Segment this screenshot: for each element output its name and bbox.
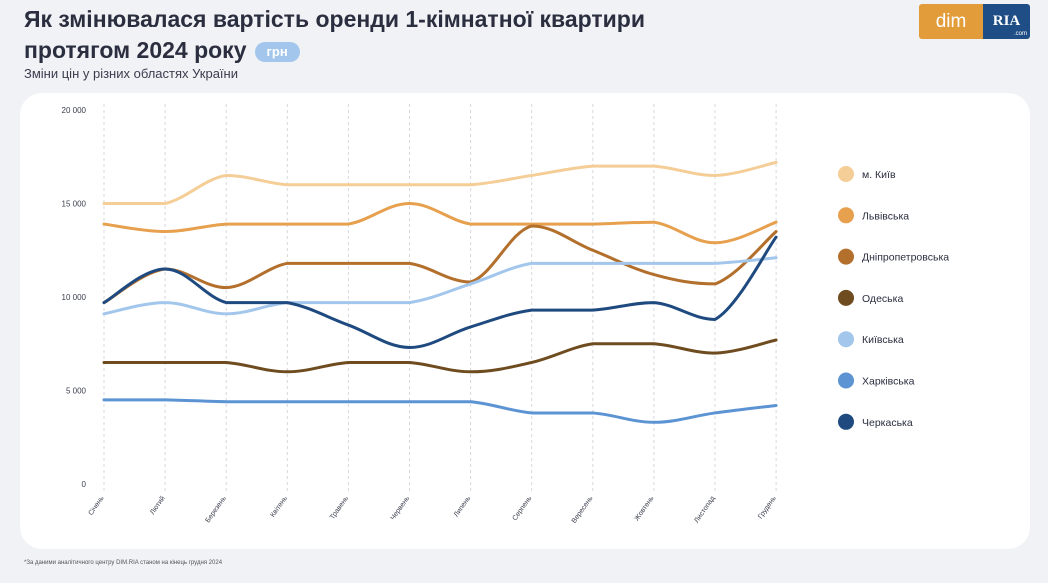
chart-subtitle: Зміни цін у різних областях України bbox=[24, 66, 238, 81]
legend-label: Черкаська bbox=[862, 417, 913, 429]
title-line-1: Як змінювалася вартість оренди 1-кімнатн… bbox=[24, 6, 645, 32]
x-tick-label: Вересень bbox=[571, 495, 595, 525]
logo-ria-word: RIA bbox=[992, 13, 1021, 29]
series-line-1 bbox=[102, 202, 778, 245]
unit-badge: грн bbox=[254, 41, 300, 62]
series-line-0 bbox=[102, 160, 778, 206]
grid bbox=[103, 104, 777, 492]
legend-label: Харківська bbox=[862, 376, 915, 388]
title-line-2-text: протягом 2024 року bbox=[24, 37, 247, 63]
legend-label: Дніпропетровська bbox=[862, 252, 949, 264]
x-tick-label: Жовтень bbox=[634, 495, 656, 523]
legend-swatch bbox=[838, 331, 854, 348]
legend-swatch bbox=[838, 372, 854, 389]
x-axis: Січень Лютий Березень Квітень Травень Червень… bbox=[87, 494, 778, 524]
legend-swatch bbox=[838, 166, 854, 182]
y-axis: 0 5 000 10 000 15 000 20 000 bbox=[62, 106, 87, 489]
x-tick-label: Липень bbox=[453, 495, 473, 519]
x-tick-label: Червень bbox=[390, 495, 412, 522]
series-lines bbox=[102, 160, 778, 424]
logo-dim: dim bbox=[919, 4, 983, 39]
y-tick-label: 10 000 bbox=[62, 293, 87, 302]
chart-card bbox=[20, 93, 1030, 549]
x-tick-label: Грудень bbox=[757, 495, 778, 521]
legend-swatch bbox=[838, 207, 854, 224]
footnote: *За даними аналітичного центру DIM.RIA с… bbox=[24, 560, 223, 566]
legend: м. Київ Львівська Дніпропетровська Одеська К… bbox=[838, 166, 949, 430]
x-tick-label: Березень bbox=[205, 495, 229, 524]
legend-swatch bbox=[838, 413, 854, 430]
title-line-2: протягом 2024 року грн bbox=[24, 35, 844, 66]
legend-label: Одеська bbox=[862, 293, 903, 305]
y-tick-label: 0 bbox=[82, 480, 87, 489]
logo-ria: RIA .com bbox=[983, 4, 1030, 39]
dim-ria-logo: dim RIA .com bbox=[919, 4, 1030, 39]
legend-swatch bbox=[838, 248, 854, 265]
y-tick-label: 5 000 bbox=[66, 387, 87, 396]
x-tick-label: Січень bbox=[87, 494, 106, 517]
legend-label: Львівська bbox=[862, 210, 909, 222]
x-tick-label: Листопад bbox=[693, 495, 716, 524]
y-tick-label: 15 000 bbox=[62, 200, 87, 209]
x-tick-label: Травень bbox=[329, 495, 350, 521]
series-line-3 bbox=[102, 338, 778, 374]
x-tick-label: Лютий bbox=[148, 494, 166, 516]
series-line-6 bbox=[102, 235, 778, 349]
legend-swatch bbox=[838, 289, 854, 306]
legend-label: м. Київ bbox=[862, 169, 896, 181]
series-line-4 bbox=[102, 256, 778, 316]
series-line-2 bbox=[102, 224, 778, 305]
chart-title: Як змінювалася вартість оренди 1-кімнатн… bbox=[24, 4, 844, 66]
logo-ria-com: .com bbox=[1013, 31, 1027, 37]
series-line-5 bbox=[102, 398, 778, 424]
x-tick-label: Серпень bbox=[512, 495, 534, 522]
y-tick-label: 20 000 bbox=[62, 106, 87, 115]
x-tick-label: Квітень bbox=[269, 494, 289, 518]
legend-label: Київська bbox=[862, 334, 904, 346]
